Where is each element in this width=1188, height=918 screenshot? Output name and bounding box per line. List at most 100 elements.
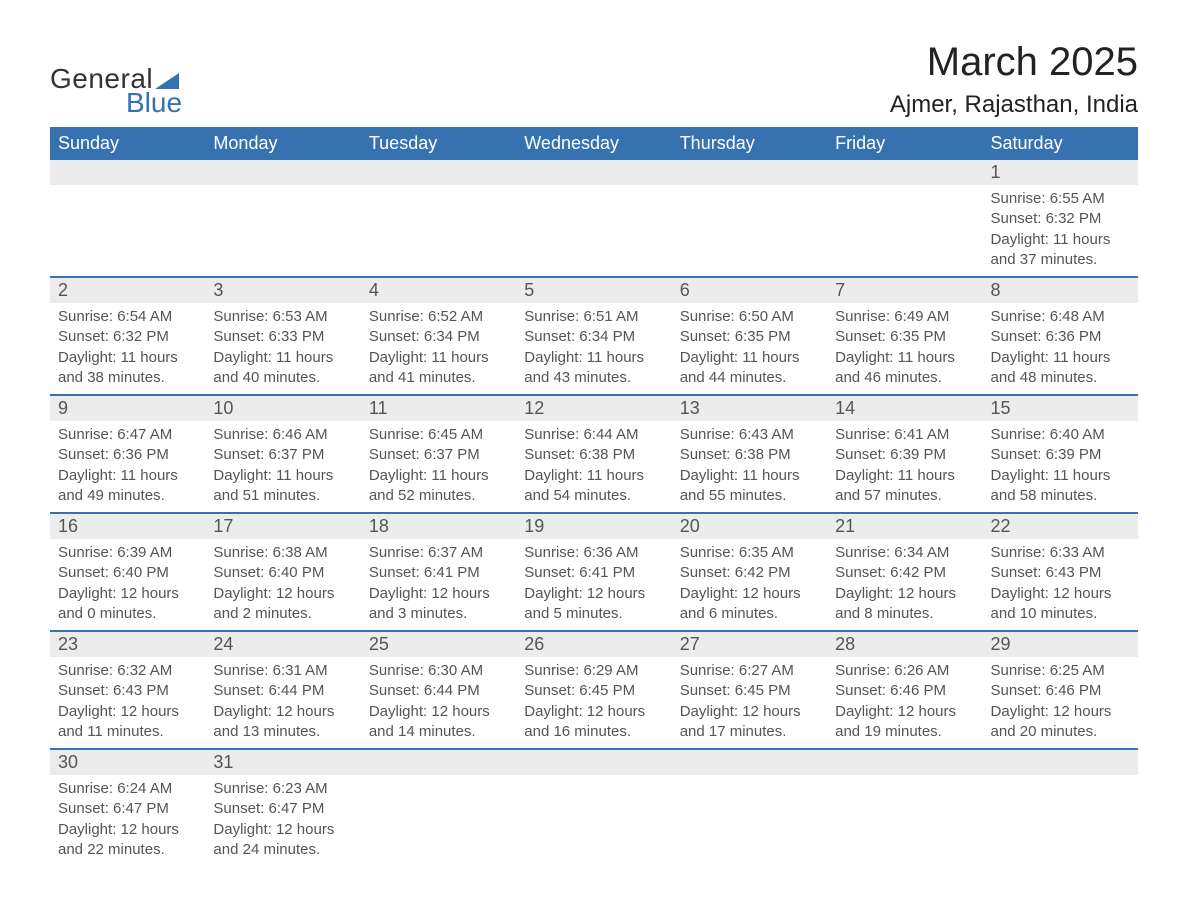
day-detail-line: Sunset: 6:42 PM: [835, 563, 974, 583]
day-number-cell: [50, 160, 205, 185]
day-detail-line: Sunrise: 6:50 AM: [680, 307, 819, 327]
day-detail-line: Sunset: 6:46 PM: [991, 681, 1130, 701]
month-title: March 2025: [890, 40, 1138, 85]
day-detail-line: Daylight: 12 hours: [524, 702, 663, 722]
day-detail-line: Sunrise: 6:34 AM: [835, 543, 974, 563]
day-detail-line: Sunset: 6:47 PM: [58, 799, 197, 819]
day-detail-cell: Sunrise: 6:46 AMSunset: 6:37 PMDaylight:…: [205, 421, 360, 513]
day-detail-line: Sunset: 6:43 PM: [991, 563, 1130, 583]
day-detail-line: and 48 minutes.: [991, 368, 1130, 388]
day-number-cell: [672, 160, 827, 185]
day-detail-line: Daylight: 12 hours: [991, 584, 1130, 604]
day-detail-line: Daylight: 12 hours: [991, 702, 1130, 722]
week-daynum-row: 3031: [50, 749, 1138, 775]
day-detail-line: Sunset: 6:36 PM: [58, 445, 197, 465]
day-detail-line: Sunset: 6:39 PM: [991, 445, 1130, 465]
day-detail-line: Daylight: 11 hours: [991, 230, 1130, 250]
day-detail-line: Daylight: 12 hours: [213, 702, 352, 722]
day-detail-line: Sunrise: 6:32 AM: [58, 661, 197, 681]
logo: General Blue: [50, 63, 182, 119]
day-detail-line: and 13 minutes.: [213, 722, 352, 742]
dow-tuesday: Tuesday: [361, 127, 516, 160]
dow-saturday: Saturday: [983, 127, 1138, 160]
week-detail-row: Sunrise: 6:39 AMSunset: 6:40 PMDaylight:…: [50, 539, 1138, 631]
day-number-cell: 17: [205, 513, 360, 539]
day-number-cell: [516, 160, 671, 185]
day-detail-line: Sunset: 6:32 PM: [58, 327, 197, 347]
day-detail-line: Sunrise: 6:45 AM: [369, 425, 508, 445]
day-detail-line: Sunrise: 6:27 AM: [680, 661, 819, 681]
day-detail-line: Sunset: 6:35 PM: [680, 327, 819, 347]
day-detail-line: and 55 minutes.: [680, 486, 819, 506]
day-detail-line: and 2 minutes.: [213, 604, 352, 624]
day-number-cell: 6: [672, 277, 827, 303]
day-number-cell: 20: [672, 513, 827, 539]
day-number-cell: [827, 749, 982, 775]
day-number-cell: [205, 160, 360, 185]
day-number-cell: 3: [205, 277, 360, 303]
day-detail-cell: Sunrise: 6:49 AMSunset: 6:35 PMDaylight:…: [827, 303, 982, 395]
week-detail-row: Sunrise: 6:55 AMSunset: 6:32 PMDaylight:…: [50, 185, 1138, 277]
day-number-cell: 27: [672, 631, 827, 657]
day-detail-cell: [983, 775, 1138, 866]
day-detail-line: Sunset: 6:45 PM: [524, 681, 663, 701]
day-detail-cell: Sunrise: 6:33 AMSunset: 6:43 PMDaylight:…: [983, 539, 1138, 631]
day-number-cell: 8: [983, 277, 1138, 303]
day-number-cell: 7: [827, 277, 982, 303]
day-detail-cell: Sunrise: 6:54 AMSunset: 6:32 PMDaylight:…: [50, 303, 205, 395]
day-detail-cell: [205, 185, 360, 277]
day-detail-line: Daylight: 12 hours: [213, 820, 352, 840]
day-detail-line: Sunrise: 6:38 AM: [213, 543, 352, 563]
day-detail-line: Daylight: 11 hours: [835, 348, 974, 368]
day-number-cell: 18: [361, 513, 516, 539]
day-detail-line: Daylight: 11 hours: [58, 466, 197, 486]
day-detail-line: Daylight: 11 hours: [58, 348, 197, 368]
day-detail-line: Sunrise: 6:39 AM: [58, 543, 197, 563]
day-detail-line: Sunset: 6:36 PM: [991, 327, 1130, 347]
day-detail-line: and 16 minutes.: [524, 722, 663, 742]
day-number-cell: 30: [50, 749, 205, 775]
day-detail-cell: Sunrise: 6:39 AMSunset: 6:40 PMDaylight:…: [50, 539, 205, 631]
day-detail-line: Sunrise: 6:41 AM: [835, 425, 974, 445]
day-detail-cell: [361, 185, 516, 277]
day-detail-line: and 52 minutes.: [369, 486, 508, 506]
day-detail-line: Sunset: 6:44 PM: [369, 681, 508, 701]
day-detail-line: and 37 minutes.: [991, 250, 1130, 270]
day-detail-line: and 38 minutes.: [58, 368, 197, 388]
day-detail-line: Sunrise: 6:46 AM: [213, 425, 352, 445]
day-detail-line: Daylight: 12 hours: [58, 820, 197, 840]
day-detail-cell: Sunrise: 6:50 AMSunset: 6:35 PMDaylight:…: [672, 303, 827, 395]
day-detail-cell: Sunrise: 6:51 AMSunset: 6:34 PMDaylight:…: [516, 303, 671, 395]
day-detail-line: Sunset: 6:37 PM: [213, 445, 352, 465]
day-number-cell: 22: [983, 513, 1138, 539]
day-detail-cell: Sunrise: 6:26 AMSunset: 6:46 PMDaylight:…: [827, 657, 982, 749]
day-detail-line: Daylight: 11 hours: [680, 348, 819, 368]
day-number-cell: 1: [983, 160, 1138, 185]
day-detail-cell: [672, 185, 827, 277]
day-detail-cell: Sunrise: 6:47 AMSunset: 6:36 PMDaylight:…: [50, 421, 205, 513]
week-detail-row: Sunrise: 6:54 AMSunset: 6:32 PMDaylight:…: [50, 303, 1138, 395]
dow-monday: Monday: [205, 127, 360, 160]
day-detail-cell: [827, 185, 982, 277]
day-detail-line: Sunrise: 6:24 AM: [58, 779, 197, 799]
day-detail-line: Sunset: 6:42 PM: [680, 563, 819, 583]
day-detail-line: Sunrise: 6:23 AM: [213, 779, 352, 799]
day-detail-line: Sunset: 6:35 PM: [835, 327, 974, 347]
week-daynum-row: 2345678: [50, 277, 1138, 303]
day-detail-line: Sunrise: 6:26 AM: [835, 661, 974, 681]
day-detail-line: Daylight: 12 hours: [213, 584, 352, 604]
day-number-cell: 29: [983, 631, 1138, 657]
day-number-cell: 15: [983, 395, 1138, 421]
day-detail-line: Sunset: 6:34 PM: [369, 327, 508, 347]
day-detail-line: and 22 minutes.: [58, 840, 197, 860]
day-detail-line: Sunset: 6:40 PM: [213, 563, 352, 583]
day-detail-line: Sunrise: 6:35 AM: [680, 543, 819, 563]
day-detail-cell: Sunrise: 6:44 AMSunset: 6:38 PMDaylight:…: [516, 421, 671, 513]
day-detail-line: Sunrise: 6:49 AM: [835, 307, 974, 327]
day-detail-line: Sunset: 6:44 PM: [213, 681, 352, 701]
day-detail-cell: Sunrise: 6:41 AMSunset: 6:39 PMDaylight:…: [827, 421, 982, 513]
day-detail-cell: Sunrise: 6:29 AMSunset: 6:45 PMDaylight:…: [516, 657, 671, 749]
day-detail-line: Daylight: 11 hours: [213, 466, 352, 486]
day-detail-line: Sunset: 6:43 PM: [58, 681, 197, 701]
day-detail-cell: Sunrise: 6:30 AMSunset: 6:44 PMDaylight:…: [361, 657, 516, 749]
